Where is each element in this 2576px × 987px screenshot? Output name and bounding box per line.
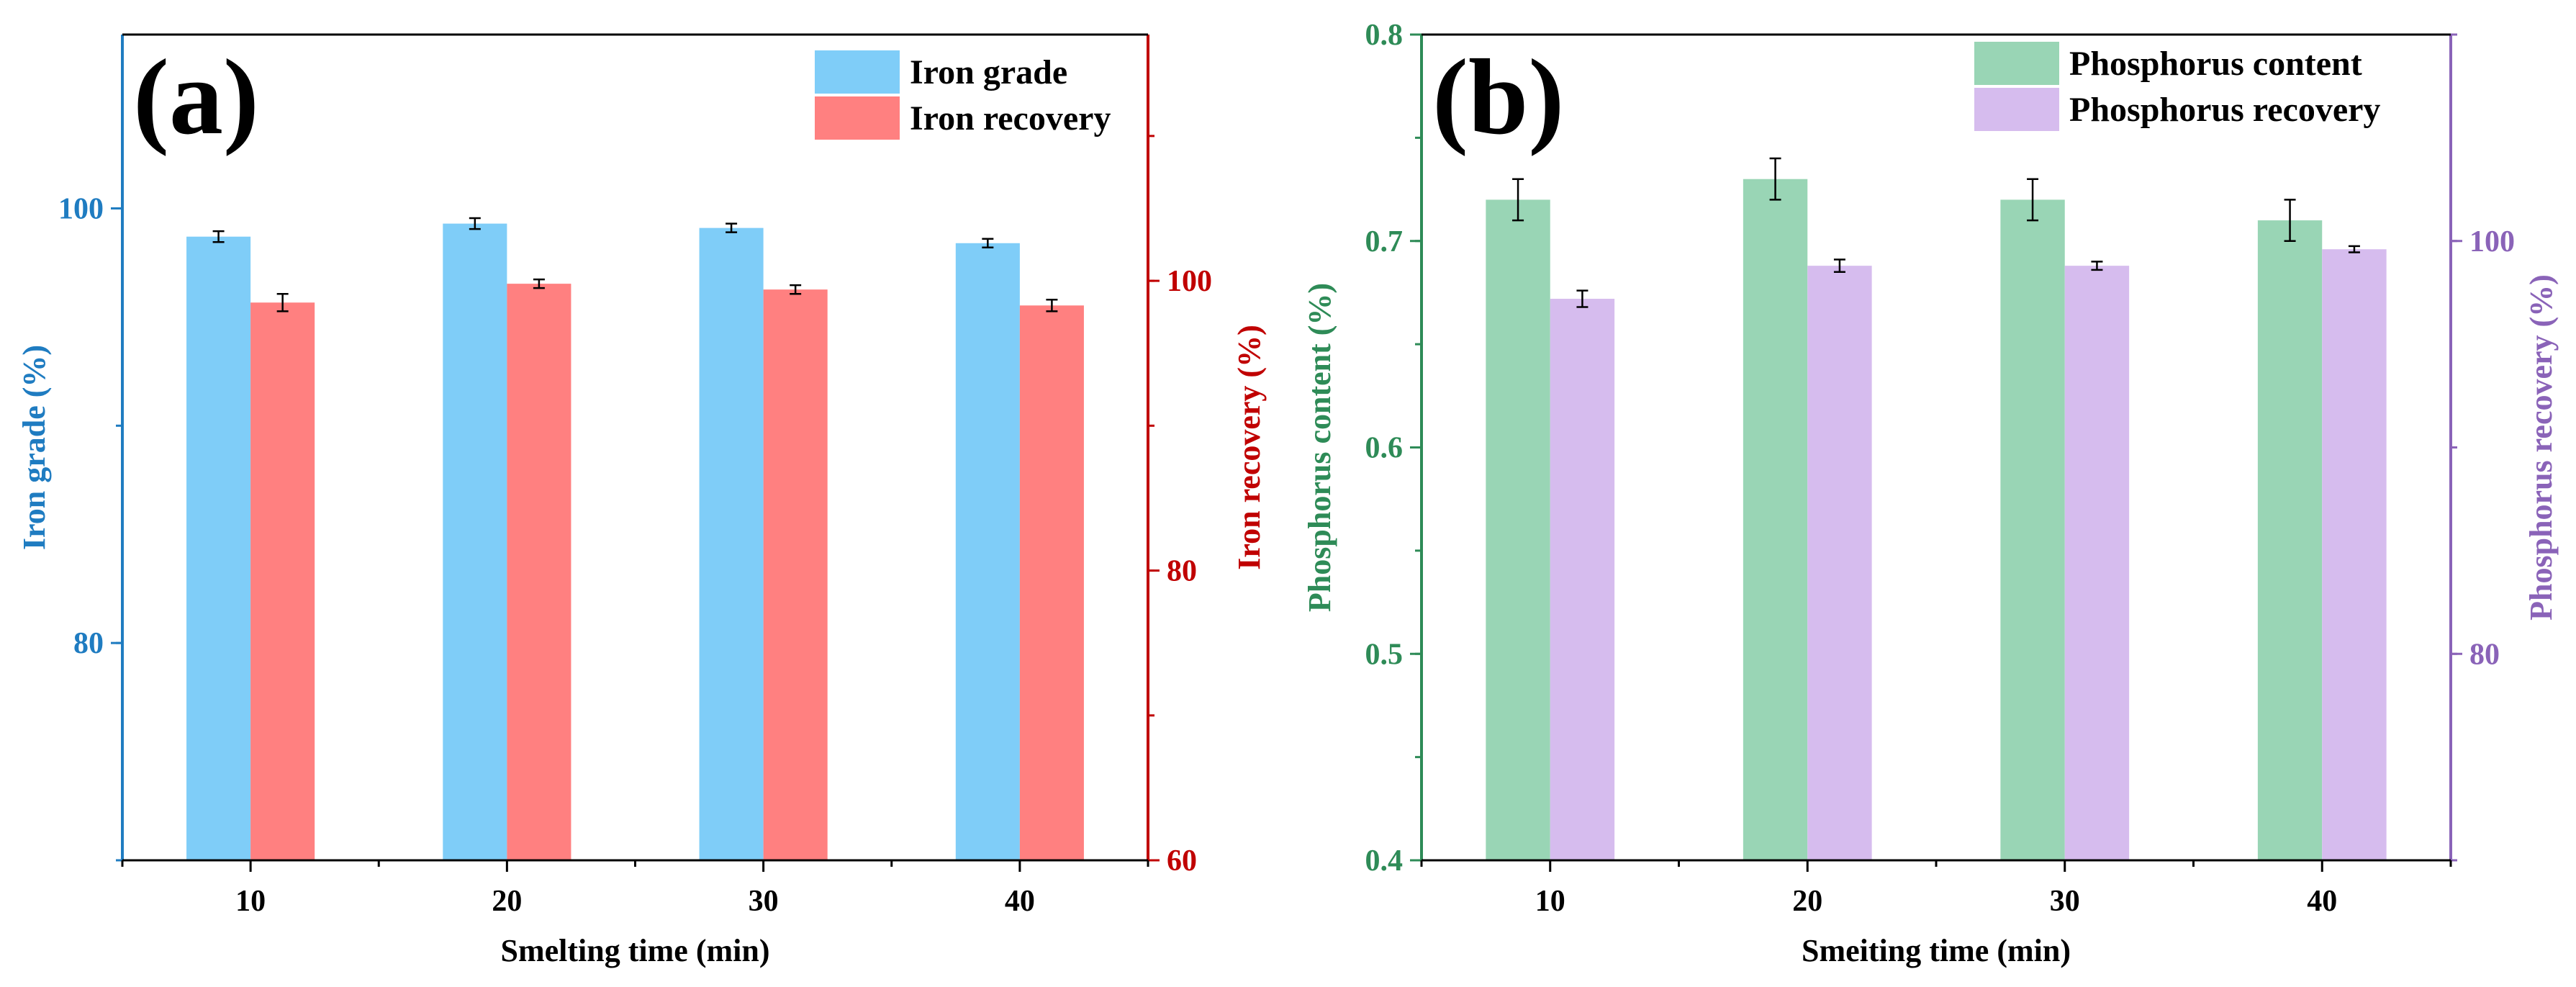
- bar-left-series-20: [443, 223, 507, 860]
- left-tick-label: 100: [58, 192, 104, 225]
- error-bar-0-2: [726, 222, 738, 233]
- legend-label-0: Phosphorus content: [2069, 45, 2362, 83]
- x-axis-title: Smelting time (min): [501, 933, 770, 968]
- bar-right-series-40: [1019, 305, 1084, 860]
- error-bar-1-0: [1576, 289, 1588, 308]
- legend-swatch-1: [815, 96, 900, 140]
- right-tick-label: 60: [1167, 844, 1197, 878]
- left-tick-label: 80: [73, 627, 104, 660]
- bar-right-series-10: [250, 302, 315, 860]
- legend-label-1: Iron recovery: [910, 99, 1111, 138]
- error-bar-0-1: [469, 217, 481, 230]
- error-bar-1-1: [533, 278, 545, 289]
- error-bar-0-3: [982, 238, 994, 249]
- error-bar-1-1: [1833, 258, 1845, 274]
- left-y-axis-title: Iron grade (%): [17, 345, 52, 550]
- bar-left-series-40: [2257, 220, 2323, 860]
- error-bar-0-0: [212, 230, 225, 243]
- legend-swatch-1: [1974, 88, 2059, 131]
- right-y-axis-title: Phosphorus recovery (%): [2523, 274, 2559, 621]
- bar-right-series-30: [2064, 266, 2130, 860]
- bar-right-series-30: [763, 289, 828, 861]
- right-tick-label: 80: [1167, 555, 1197, 588]
- error-bar-1-3: [1046, 298, 1058, 312]
- legend-swatch-0: [815, 50, 900, 94]
- legend-label-1: Phosphorus recovery: [2069, 91, 2380, 129]
- right-tick-label: 100: [1167, 265, 1212, 298]
- bar-left-series-30: [699, 227, 764, 860]
- bar-left-series-10: [186, 236, 251, 861]
- left-tick-label: 0.6: [1365, 432, 1404, 465]
- panel-a: 80 100 60 80 100 10 20 30 40 Smelting time (min) I…: [17, 33, 1267, 968]
- legend-label-0: Iron grade: [910, 53, 1067, 91]
- bar-left-series-10: [1486, 199, 1550, 860]
- right-tick-label: 100: [2469, 225, 2515, 258]
- left-tick-label: 0.5: [1365, 638, 1404, 671]
- x-tick-label-10: 10: [235, 885, 266, 918]
- left-tick-label: 0.4: [1365, 844, 1404, 878]
- error-bar-1-2: [790, 284, 802, 295]
- panel-label: (a): [133, 37, 259, 157]
- x-tick-label-20: 20: [492, 885, 522, 918]
- x-tick-label-40: 40: [1005, 885, 1035, 918]
- bar-right-series-10: [1550, 299, 1615, 860]
- x-tick-label-30: 30: [749, 885, 779, 918]
- bar-right-series-40: [2322, 249, 2387, 861]
- left-tick-label: 0.7: [1365, 225, 1404, 258]
- bar-left-series-20: [1743, 179, 1808, 861]
- error-bar-0-2: [2027, 178, 2039, 222]
- x-tick-label-10: 10: [1535, 885, 1565, 918]
- bar-left-series-40: [955, 243, 1020, 860]
- bar-right-series-20: [507, 284, 571, 860]
- right-tick-label: 80: [2469, 638, 2500, 671]
- x-tick-label-20: 20: [1792, 885, 1822, 918]
- bar-right-series-20: [1807, 266, 1872, 860]
- x-axis-title: Smeiting time (min): [1802, 933, 2071, 968]
- panel-b: 0.4 0.5 0.6 0.7 0.8 80 100 10 20 30 40 Smeiting tim…: [1302, 19, 2559, 968]
- legend-swatch-0: [1974, 42, 2059, 85]
- right-y-axis-title: Iron recovery (%): [1231, 325, 1267, 569]
- error-bar-0-1: [1769, 157, 1781, 201]
- left-tick-label: 0.8: [1365, 19, 1404, 52]
- x-tick-label-30: 30: [2050, 885, 2080, 918]
- left-y-axis-title: Phosphorus content (%): [1302, 283, 1337, 612]
- error-bar-0-0: [1512, 178, 1524, 222]
- panel-label: (b): [1432, 37, 1564, 157]
- error-bar-0-3: [2284, 199, 2296, 242]
- error-bar-1-3: [2348, 245, 2360, 253]
- bar-left-series-30: [2000, 199, 2065, 860]
- error-bar-1-0: [276, 292, 289, 312]
- x-tick-label-40: 40: [2307, 885, 2337, 918]
- error-bar-1-2: [2091, 261, 2103, 271]
